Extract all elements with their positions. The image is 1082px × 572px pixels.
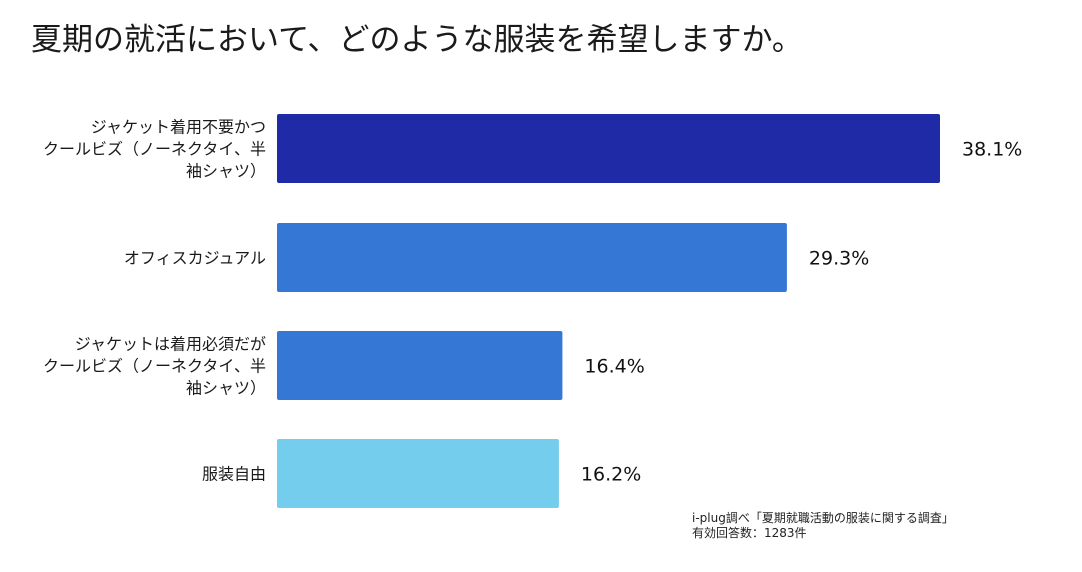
category-label-line: ジャケットは着用必須だが [75,335,266,354]
category-label-line: ジャケット着用不要かつ [91,118,266,137]
category-label-line: 袖シャツ） [186,379,266,398]
category-label-1: ジャケット着用不要かつクールビズ（ノーネクタイ、半袖シャツ） [43,118,266,181]
category-label-line: オフィスカジュアル [124,249,266,268]
category-label-line: クールビズ（ノーネクタイ、半 [43,140,266,159]
category-label-line: 服装自由 [202,465,266,484]
category-label-3: ジャケットは着用必須だがクールビズ（ノーネクタイ、半袖シャツ） [43,335,266,398]
bar-2 [277,223,787,292]
source-line-respondents: 有効回答数：1283件 [692,526,807,540]
value-label-4: 16.2% [581,464,641,486]
value-label-2: 29.3% [809,248,869,270]
category-label-4: 服装自由 [202,465,266,484]
category-label-2: オフィスカジュアル [124,249,266,268]
bar-4 [277,439,559,508]
source-note: i-plug調べ「夏期就職活動の服装に関する調査」 有効回答数：1283件 [692,511,954,541]
category-label-line: クールビズ（ノーネクタイ、半 [43,357,266,376]
value-label-3: 16.4% [584,356,644,378]
value-label-1: 38.1% [962,139,1022,161]
bar-3 [277,331,563,400]
source-line-survey: i-plug調べ「夏期就職活動の服装に関する調査」 [692,511,954,525]
chart-title: 夏期の就活において、どのような服装を希望しますか。 [31,22,803,58]
category-label-line: 袖シャツ） [186,162,266,181]
bar-1 [277,114,940,183]
